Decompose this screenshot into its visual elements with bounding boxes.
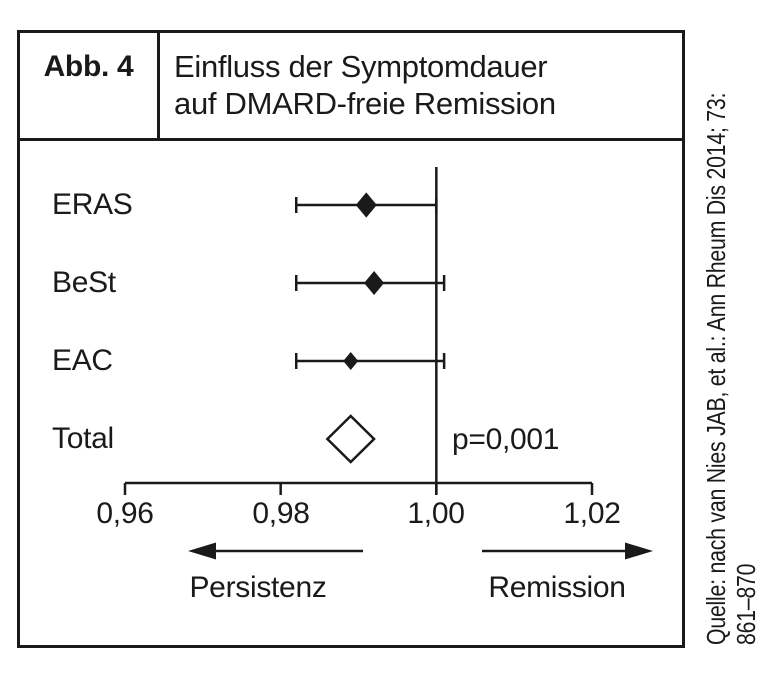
p-value-annotation: p=0,001 xyxy=(452,423,560,456)
figure-number-cell: Abb. 4 xyxy=(20,33,160,138)
source-citation-line2: 861–870 xyxy=(731,563,761,645)
direction-label-remission: Remission xyxy=(488,571,626,604)
study-label-eras: ERAS xyxy=(52,188,133,221)
x-tick-label-098: 0,98 xyxy=(252,497,310,530)
total-summary-diamond xyxy=(325,414,376,464)
point-estimate-diamond xyxy=(364,271,385,295)
x-tick-label-102: 1,02 xyxy=(563,497,621,530)
point-estimate-diamond xyxy=(355,192,377,218)
figure-title-line1: Einfluss der Symptomdauer xyxy=(174,49,548,84)
x-tick-label-100: 1,00 xyxy=(407,497,465,530)
study-label-eac: EAC xyxy=(52,344,113,377)
study-label-best: BeSt xyxy=(52,266,116,299)
point-estimate-diamond xyxy=(343,352,359,370)
figure-header: Abb. 4 Einfluss der Symptomdauer auf DMA… xyxy=(20,33,682,141)
source-citation-line1: Quelle: nach van Nies JAB, et al.: Ann R… xyxy=(701,92,731,645)
figure-title-cell: Einfluss der Symptomdauer auf DMARD-frei… xyxy=(160,33,682,138)
figure-number: Abb. 4 xyxy=(43,50,134,83)
study-label-total: Total xyxy=(52,422,114,455)
x-tick-label-096: 0,96 xyxy=(96,497,154,530)
source-citation: Quelle: nach van Nies JAB, et al.: Ann R… xyxy=(701,30,761,645)
direction-label-persistenz: Persistenz xyxy=(189,571,327,604)
figure-frame: Abb. 4 Einfluss der Symptomdauer auf DMA… xyxy=(17,30,685,648)
remission-arrow-head-icon xyxy=(625,542,653,560)
figure-title-line2: auf DMARD-freie Remission xyxy=(174,86,556,121)
persistenz-arrow-head-icon xyxy=(188,542,216,560)
